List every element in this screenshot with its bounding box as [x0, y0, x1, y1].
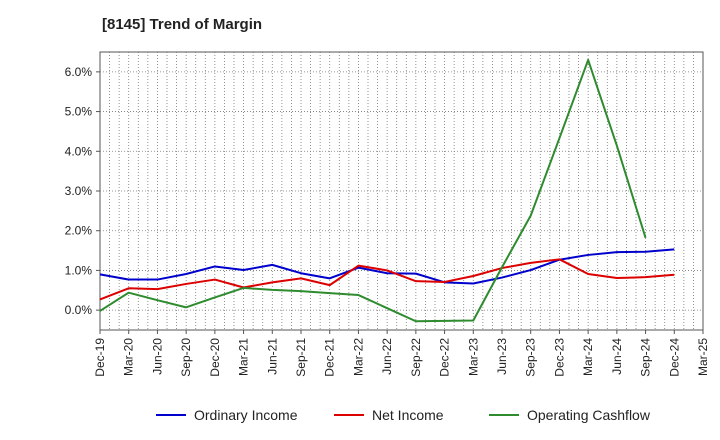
y-tick-label: 1.0%: [65, 263, 93, 277]
x-tick-label: Sep-21: [294, 338, 308, 377]
legend-label: Ordinary Income: [194, 407, 298, 423]
x-tick-label: Sep-24: [639, 338, 653, 377]
x-tick-label: Dec-23: [552, 338, 566, 377]
chart-title: [8145] Trend of Margin: [102, 16, 263, 33]
legend-label: Net Income: [372, 407, 444, 423]
x-tick-label: Jun-22: [380, 338, 394, 375]
x-tick-label: Jun-23: [495, 338, 509, 375]
x-tick-label: Dec-24: [667, 338, 681, 377]
x-tick-label: Dec-19: [93, 338, 107, 377]
x-tick-label: Dec-21: [323, 338, 337, 377]
y-tick-label: 6.0%: [65, 65, 93, 79]
x-tick-label: Sep-20: [179, 338, 193, 377]
x-tick-label: Mar-24: [581, 338, 595, 376]
y-tick-label: 5.0%: [65, 105, 93, 119]
y-tick-label: 2.0%: [65, 224, 93, 238]
y-tick-label: 0.0%: [65, 303, 93, 317]
y-tick-label: 3.0%: [65, 184, 93, 198]
x-tick-label: Sep-22: [409, 338, 423, 377]
x-tick-label: Jun-20: [150, 338, 164, 375]
x-tick-label: Sep-23: [524, 338, 538, 377]
y-tick-label: 4.0%: [65, 144, 93, 158]
x-tick-label: Jun-24: [610, 338, 624, 375]
x-tick-label: Jun-21: [265, 338, 279, 375]
series-line: [99, 58, 647, 323]
x-tick-label: Mar-25: [696, 338, 710, 376]
x-tick-label: Dec-20: [208, 338, 222, 377]
plot-area: [99, 51, 704, 331]
x-tick-label: Mar-22: [351, 338, 365, 376]
legend-label: Operating Cashflow: [527, 407, 651, 423]
series-line: [99, 248, 675, 285]
series-line: [99, 258, 675, 301]
x-tick-label: Mar-23: [466, 338, 480, 376]
x-tick-label: Mar-20: [122, 338, 136, 376]
x-tick-label: Dec-22: [438, 338, 452, 377]
x-tick-label: Mar-21: [237, 338, 251, 376]
